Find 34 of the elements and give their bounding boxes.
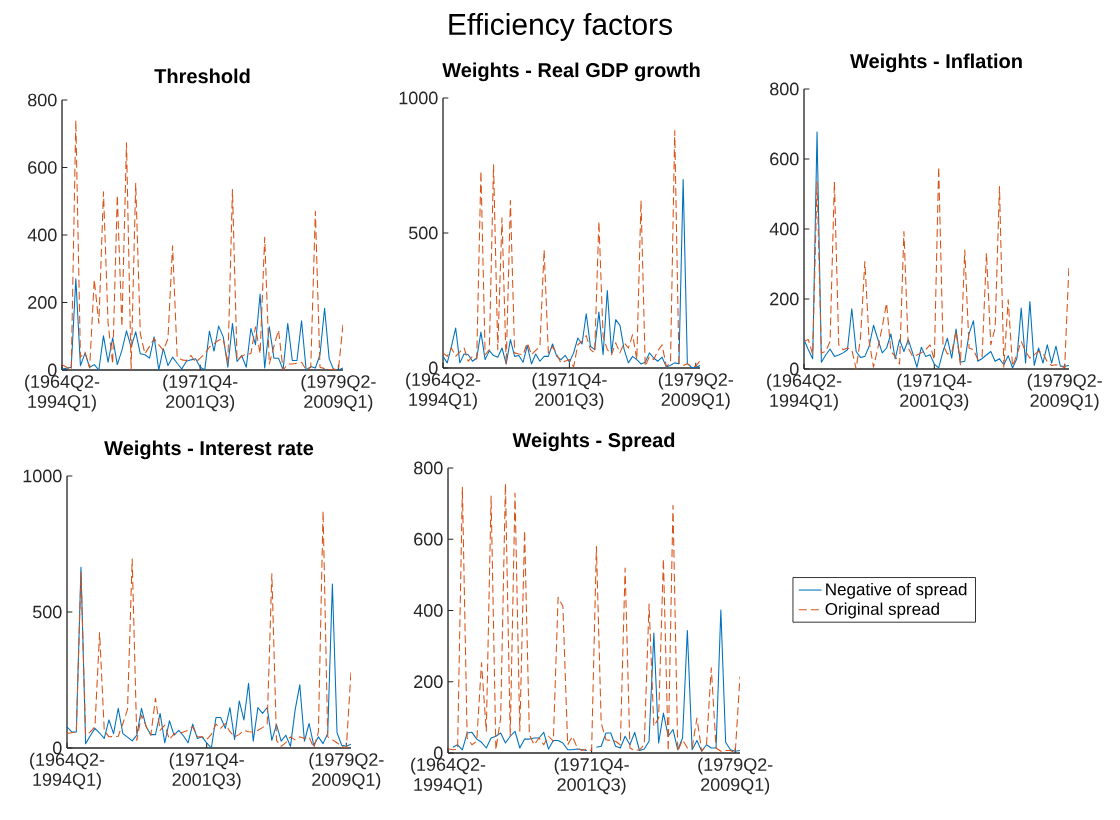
x-tick-label: (1979Q2-2009Q1) <box>301 374 376 412</box>
x-tick-label: (1979Q2-2009Q1) <box>309 752 384 790</box>
y-tick-label: 1000 <box>23 469 62 483</box>
y-tick-label: 200 <box>28 296 57 309</box>
y-tick-label: 400 <box>413 604 443 617</box>
y-tick-label: 600 <box>414 532 443 546</box>
chart-title: Weights - Interest rate <box>104 440 314 460</box>
y-tick-label: 800 <box>770 82 799 96</box>
x-tick-label: (1971Q4-2001Q3) <box>897 373 972 411</box>
x-tick-label: (1979Q2-2009Q1) <box>698 757 773 795</box>
x-tick-label: (1971Q4-2001Q3) <box>169 752 244 790</box>
x-tick-label: (1971Q4-2001Q3) <box>532 372 607 410</box>
y-tick-label: 500 <box>408 226 438 240</box>
x-tick-label: (1971Q4-2001Q3) <box>554 757 629 795</box>
chart-title: Weights - Spread <box>512 432 675 452</box>
y-tick-label: 800 <box>28 93 57 107</box>
chart-title: Threshold <box>154 68 250 84</box>
chart-title: Weights - Inflation <box>850 53 1022 73</box>
y-tick-label: 500 <box>32 605 62 619</box>
y-tick-label: 200 <box>414 675 443 689</box>
x-tick-label: (1979Q2-2009Q1) <box>1027 373 1102 411</box>
y-tick-label: 200 <box>770 292 799 306</box>
y-tick-label: 600 <box>770 152 799 166</box>
y-tick-label: 600 <box>28 161 57 174</box>
x-tick-label: (1971Q4-2001Q3) <box>163 374 238 412</box>
legend-label: Negative of spread <box>826 582 967 599</box>
y-tick-label: 1000 <box>399 91 438 105</box>
x-tick-label: (1979Q2-2009Q1) <box>658 372 733 410</box>
legend-label: Original spread <box>825 602 939 619</box>
y-tick-label: 800 <box>414 461 443 475</box>
text: Efficiency factors <box>449 13 672 41</box>
y-tick-label: 400 <box>27 228 57 242</box>
chart-title: Weights - Real GDP growth <box>442 62 700 82</box>
y-tick-label: 400 <box>769 222 799 236</box>
